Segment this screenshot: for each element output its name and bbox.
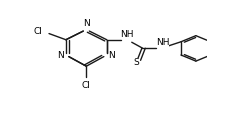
Text: N: N [108, 50, 115, 60]
Text: N: N [57, 50, 64, 60]
Text: NH: NH [120, 30, 133, 39]
Text: NH: NH [155, 38, 169, 47]
Text: S: S [133, 58, 139, 67]
Text: Cl: Cl [34, 27, 43, 36]
Text: Cl: Cl [82, 82, 90, 90]
Text: N: N [83, 19, 89, 28]
